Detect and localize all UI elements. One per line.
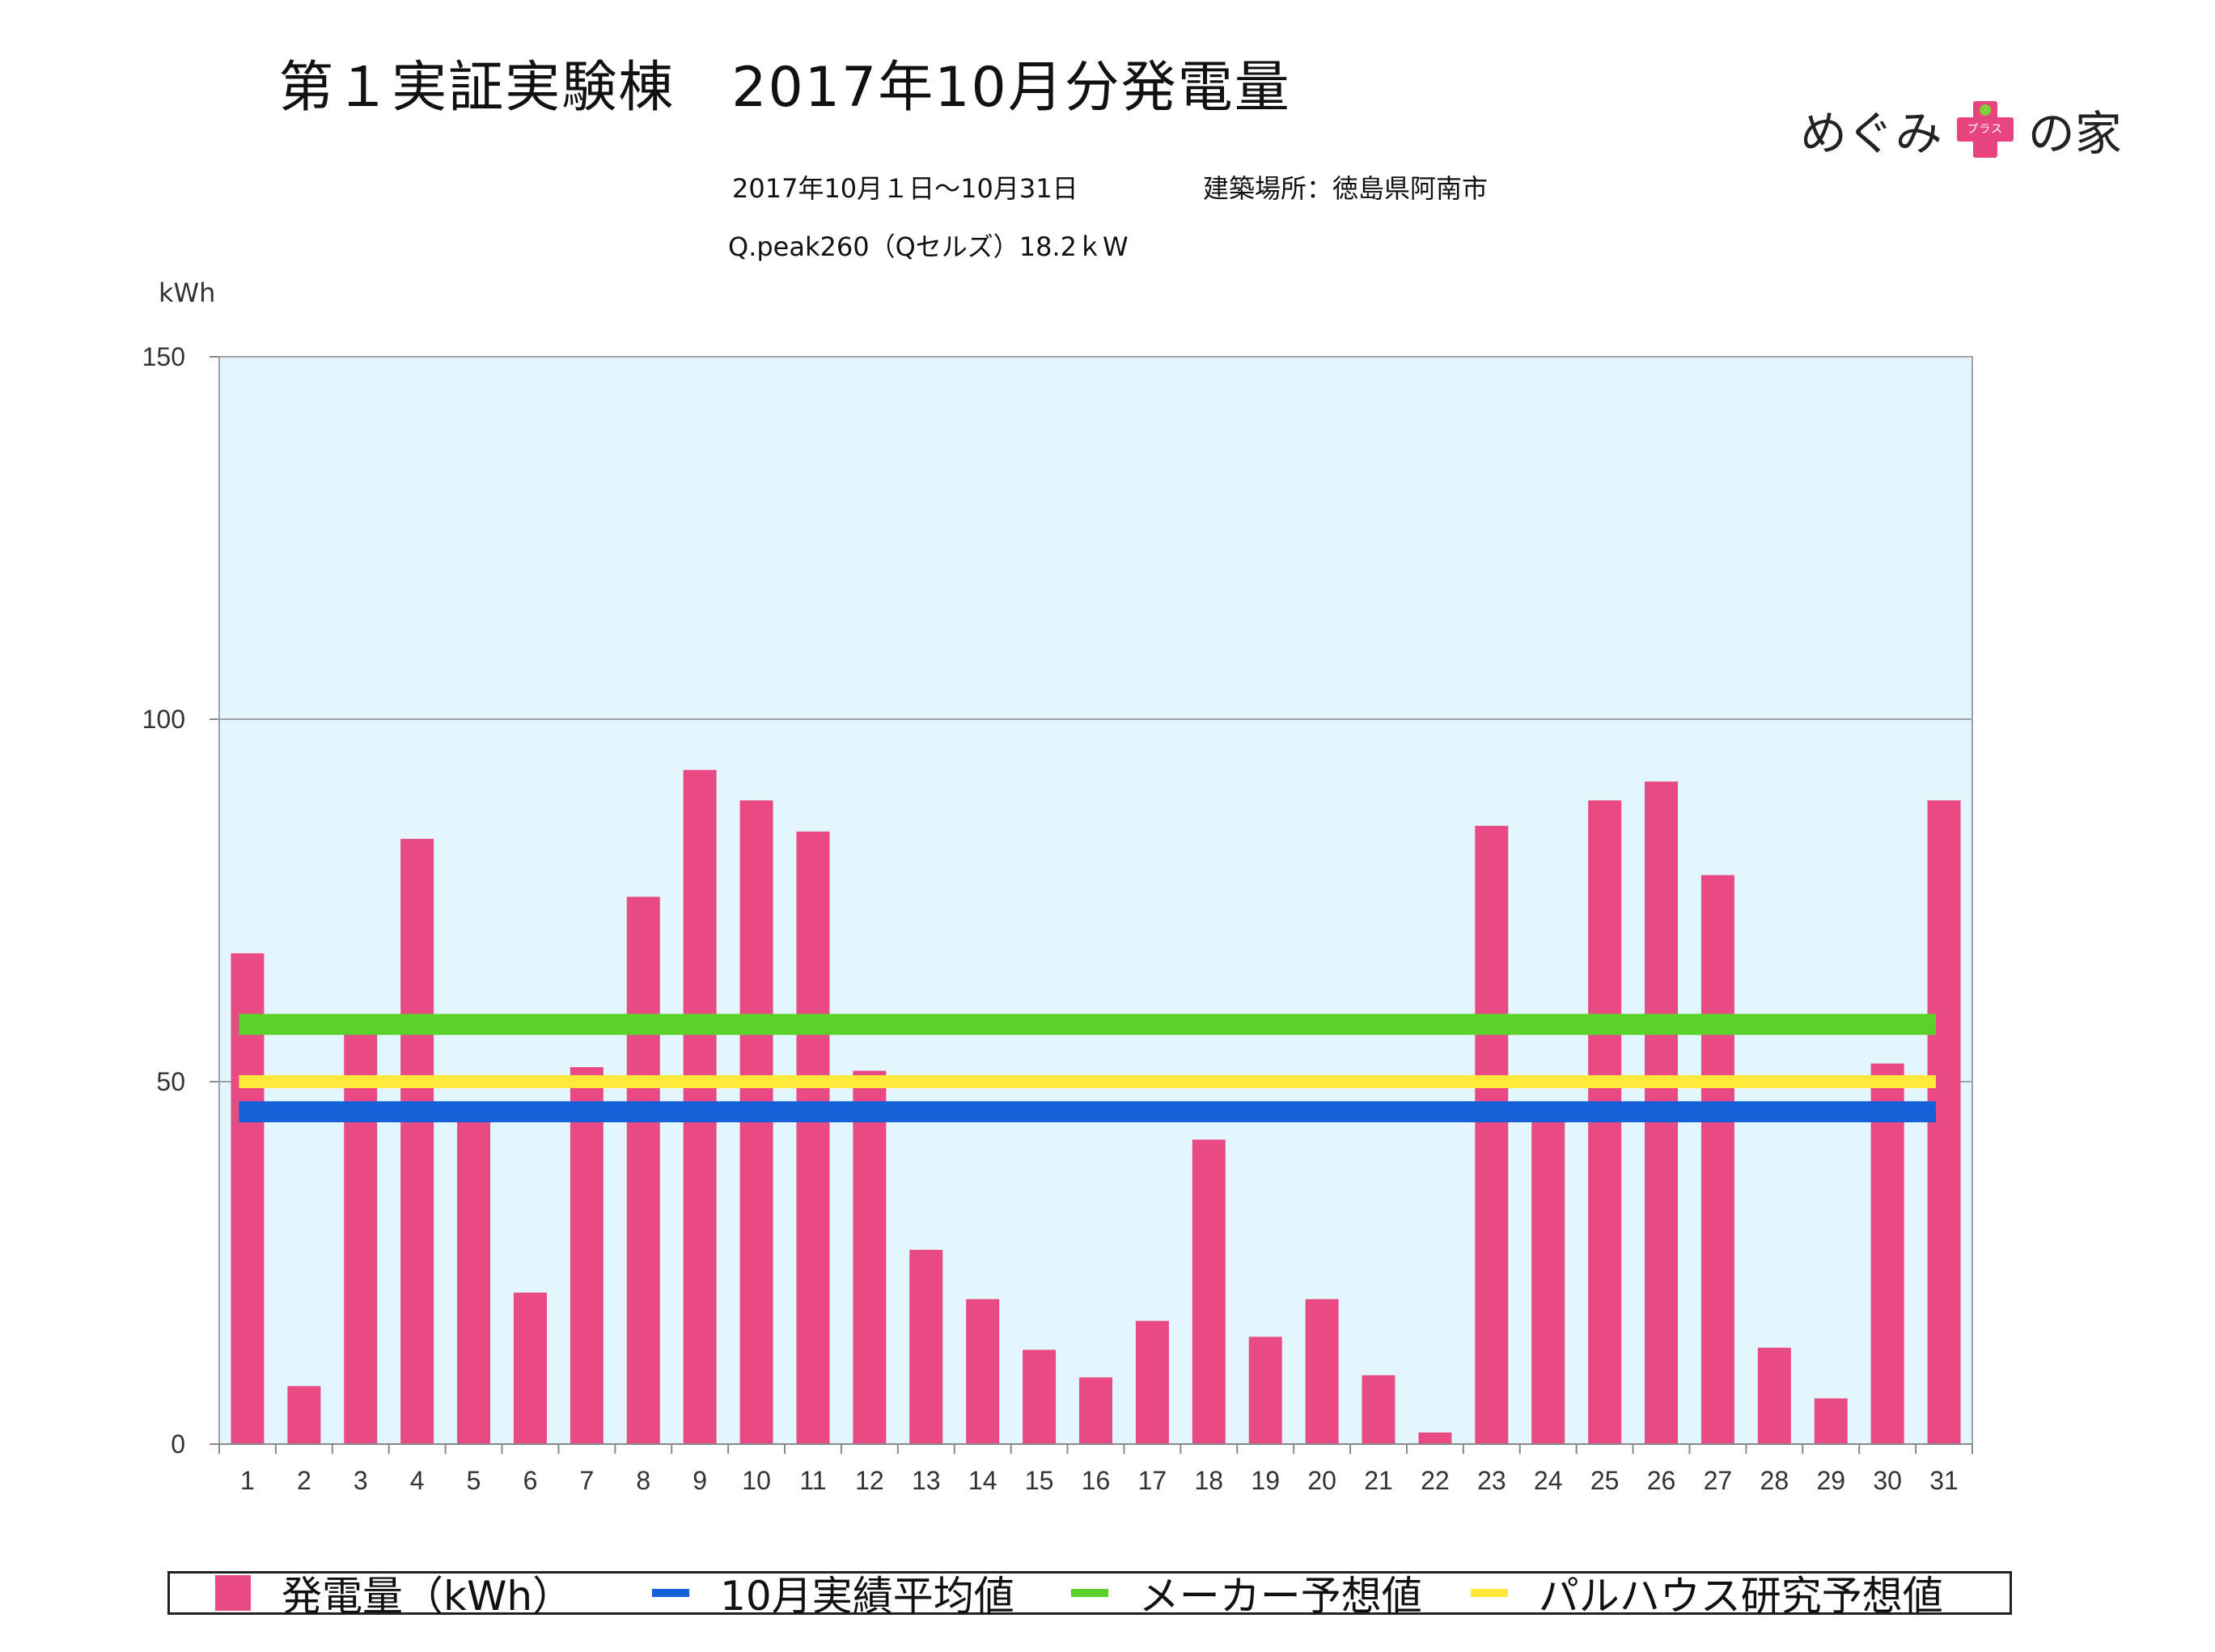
x-tick-label: 12: [855, 1466, 884, 1495]
chart-legend: 発電量（kWh） 10月実績平均値 メーカー予想値 パルハウス研究予想値: [167, 1571, 2012, 1620]
bar: [287, 1386, 321, 1444]
legend-swatch-palhouse: [1470, 1589, 1508, 1597]
x-tick-label: 28: [1760, 1466, 1789, 1495]
bar: [344, 1034, 378, 1444]
legend-swatch-generation: [215, 1575, 251, 1611]
period-text: 2017年10月１日〜10月31日: [732, 173, 1078, 204]
y-axis-unit-label: kWh: [159, 277, 216, 308]
x-tick-label: 5: [467, 1466, 481, 1495]
bar: [1700, 875, 1734, 1444]
y-tick-label: 50: [156, 1067, 185, 1096]
bar: [1870, 1063, 1904, 1444]
panel-spec-text: Q.peak260（Qセルズ）18.2ｋW: [728, 231, 1129, 262]
bar: [1079, 1377, 1112, 1444]
legend-label-palhouse: パルハウス研究予想値: [1538, 1573, 1943, 1620]
location-text: 建築場所：徳島県阿南市: [1203, 173, 1489, 204]
bar: [1757, 1347, 1791, 1444]
x-tick-label: 8: [636, 1466, 650, 1495]
x-tick-label: 25: [1590, 1466, 1620, 1495]
x-tick-label: 17: [1138, 1466, 1167, 1495]
bar: [1135, 1320, 1169, 1444]
bar: [1192, 1139, 1226, 1444]
y-tick-label: 150: [142, 342, 185, 371]
bar: [457, 1110, 491, 1444]
brand-logo: めぐみ プラス の家: [1800, 97, 2122, 162]
x-tick-label: 18: [1195, 1466, 1224, 1495]
bar: [1305, 1298, 1339, 1444]
bar: [909, 1249, 943, 1444]
x-tick-label: 30: [1873, 1466, 1902, 1495]
legend-item-generation: 発電量（kWh）: [170, 1564, 573, 1622]
x-tick-label: 14: [968, 1466, 997, 1495]
bar: [1248, 1336, 1282, 1444]
x-tick-label: 7: [579, 1466, 594, 1495]
x-tick-label: 29: [1816, 1466, 1845, 1495]
x-tick-label: 11: [799, 1466, 826, 1495]
plus-cross-icon: プラス: [1956, 101, 2014, 158]
legend-label-generation: 発電量（kWh）: [282, 1573, 574, 1620]
bar: [1362, 1375, 1395, 1444]
x-tick-label: 4: [410, 1466, 425, 1495]
bar: [1418, 1432, 1452, 1444]
legend-label-maker: メーカー予想値: [1138, 1573, 1422, 1620]
bar: [966, 1298, 1000, 1444]
x-tick-label: 22: [1421, 1466, 1450, 1495]
bar: [1475, 825, 1509, 1444]
bar: [1023, 1349, 1057, 1444]
x-tick-label: 2: [297, 1466, 311, 1495]
chart-title: 第１実証実験棟 2017年10月分発電量: [278, 56, 1291, 120]
bar: [853, 1070, 887, 1444]
bar: [1531, 1107, 1565, 1444]
y-tick-label: 100: [142, 705, 185, 734]
bar: [626, 896, 660, 1444]
x-tick-label: 21: [1364, 1466, 1393, 1495]
bar: [570, 1067, 604, 1444]
x-tick-label: 1: [240, 1466, 255, 1495]
bar: [400, 838, 434, 1444]
x-tick-label: 6: [523, 1466, 538, 1495]
bar: [513, 1292, 547, 1444]
legend-item-maker: メーカー予想値: [1014, 1564, 1422, 1622]
x-tick-label: 15: [1025, 1466, 1054, 1495]
y-tick-label: 0: [171, 1430, 185, 1459]
logo-text-prefix: めぐみ: [1800, 106, 1942, 161]
bar: [1814, 1398, 1848, 1444]
bar: [796, 831, 830, 1444]
bar: [231, 953, 265, 1444]
x-tick-label: 10: [742, 1466, 771, 1495]
x-tick-label: 3: [354, 1466, 368, 1495]
x-tick-label: 26: [1647, 1466, 1676, 1495]
legend-swatch-average: [652, 1589, 690, 1597]
legend-label-average: 10月実績平均値: [720, 1573, 1014, 1620]
legend-item-palhouse: パルハウス研究予想値: [1422, 1564, 1943, 1622]
x-tick-label: 27: [1704, 1466, 1733, 1495]
x-tick-label: 23: [1477, 1466, 1506, 1495]
x-tick-label: 19: [1251, 1466, 1280, 1495]
logo-text-suffix: の家: [2027, 106, 2122, 161]
legend-item-average: 10月実績平均値: [573, 1564, 1014, 1622]
x-tick-label: 24: [1534, 1466, 1563, 1495]
x-tick-label: 20: [1307, 1466, 1336, 1495]
x-tick-label: 9: [692, 1466, 707, 1495]
legend-swatch-maker: [1070, 1589, 1108, 1597]
x-tick-label: 16: [1082, 1466, 1111, 1495]
x-tick-label: 13: [912, 1466, 941, 1495]
x-tick-label: 31: [1929, 1466, 1959, 1495]
logo-badge-text: プラス: [1967, 123, 2004, 136]
plot-area: [219, 357, 1972, 1444]
